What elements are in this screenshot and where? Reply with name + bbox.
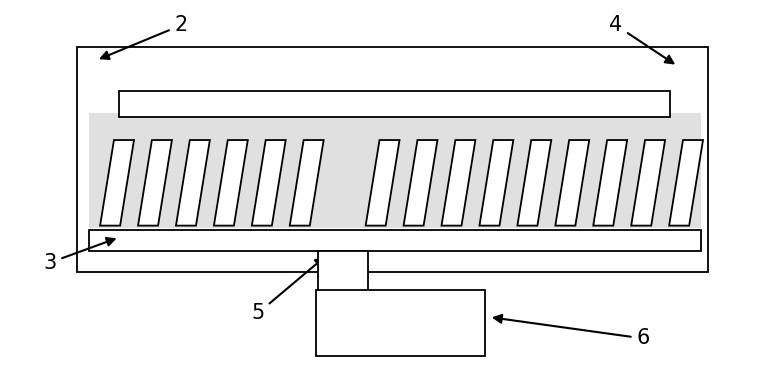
Text: 5: 5 bbox=[251, 258, 323, 323]
Polygon shape bbox=[403, 140, 437, 226]
Bar bbox=[316, 290, 485, 356]
Bar bbox=[317, 251, 368, 317]
Polygon shape bbox=[631, 140, 665, 226]
Polygon shape bbox=[252, 140, 286, 226]
Bar bbox=[77, 47, 708, 272]
Polygon shape bbox=[138, 140, 172, 226]
Bar bbox=[89, 113, 701, 228]
Polygon shape bbox=[290, 140, 323, 226]
Text: 6: 6 bbox=[494, 315, 650, 349]
Bar bbox=[119, 91, 670, 117]
Text: 3: 3 bbox=[43, 238, 115, 273]
Text: 2: 2 bbox=[101, 15, 188, 59]
Polygon shape bbox=[480, 140, 514, 226]
Polygon shape bbox=[669, 140, 703, 226]
Text: 4: 4 bbox=[609, 15, 673, 63]
Polygon shape bbox=[517, 140, 551, 226]
Polygon shape bbox=[555, 140, 589, 226]
Polygon shape bbox=[214, 140, 248, 226]
Polygon shape bbox=[593, 140, 627, 226]
Bar bbox=[89, 230, 701, 251]
Polygon shape bbox=[176, 140, 210, 226]
Polygon shape bbox=[100, 140, 134, 226]
Polygon shape bbox=[366, 140, 400, 226]
Polygon shape bbox=[441, 140, 475, 226]
